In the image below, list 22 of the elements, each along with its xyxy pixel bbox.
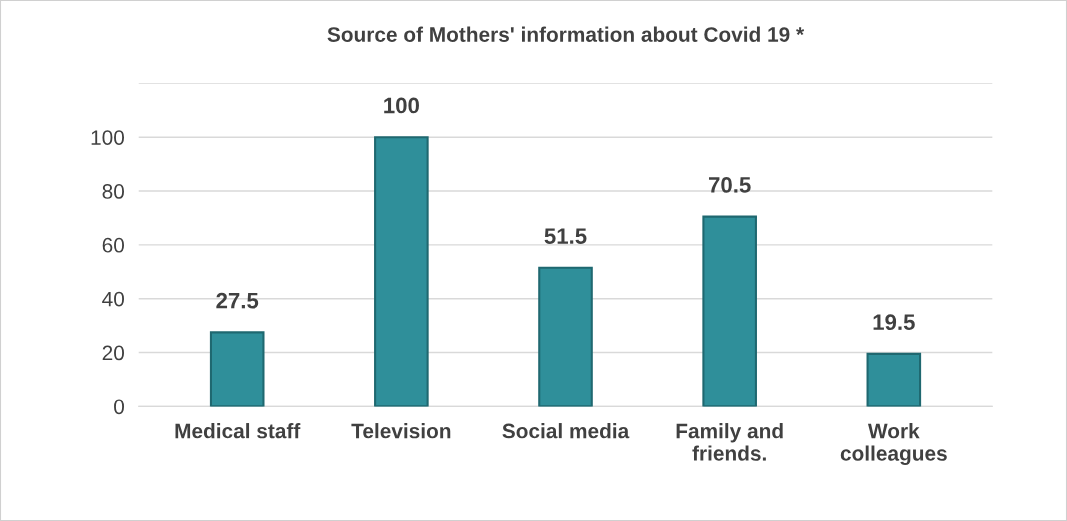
x-tick-label: Medical staff [175,423,301,439]
data-label: 19.5 [873,314,915,331]
bar [702,215,757,407]
y-tick-label: 40 [102,291,125,307]
data-label: 27.5 [216,292,259,309]
y-tick-label: 80 [102,184,125,199]
bar [209,331,265,407]
y-tick-label: 0 [114,399,125,415]
chart-title: Source of Mothers' information about Covid 19 * [327,26,805,42]
bar [538,266,593,407]
x-tick-label: Social media [502,423,630,439]
data-label: 51.5 [544,228,587,244]
y-tick-label: 60 [102,237,125,253]
x-tick-label: Family and friends. [676,423,783,461]
y-tick-label: 20 [102,345,125,361]
data-label: 70.5 [709,177,751,193]
x-tick-label: Television [351,423,451,439]
x-tick-label: Work colleagues [840,423,947,465]
bar [866,352,922,407]
data-label: 100 [384,97,419,114]
bar [374,136,429,407]
y-tick-label: 100 [91,130,125,145]
